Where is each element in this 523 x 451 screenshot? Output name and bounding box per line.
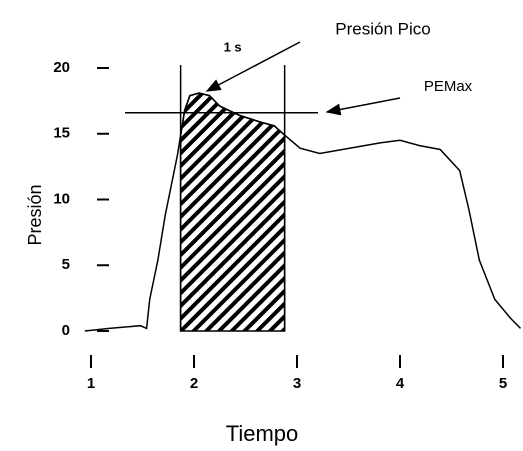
pressure-line bbox=[84, 92, 522, 332]
x-axis-label: Tiempo bbox=[226, 421, 299, 446]
y-tick-label: 10 bbox=[53, 190, 70, 207]
pemax-arrow bbox=[325, 97, 401, 116]
x-tick-label: 4 bbox=[396, 375, 405, 392]
window-label: 1 s bbox=[224, 39, 242, 54]
x-tick-label: 5 bbox=[499, 375, 507, 392]
hatched-area bbox=[179, 92, 286, 332]
pemax-label: PEMax bbox=[424, 78, 473, 95]
peak-arrow bbox=[205, 41, 301, 92]
x-tick-label: 3 bbox=[293, 375, 301, 392]
y-tick-label: 0 bbox=[62, 322, 70, 339]
y-tick-label: 20 bbox=[53, 59, 70, 76]
x-tick-label: 2 bbox=[190, 375, 198, 392]
x-tick-label: 1 bbox=[87, 375, 95, 392]
y-axis-label: Presión bbox=[25, 184, 45, 245]
y-tick-label: 5 bbox=[62, 256, 70, 273]
peak-label: Presión Pico bbox=[335, 19, 430, 38]
y-tick-label: 15 bbox=[53, 125, 70, 142]
